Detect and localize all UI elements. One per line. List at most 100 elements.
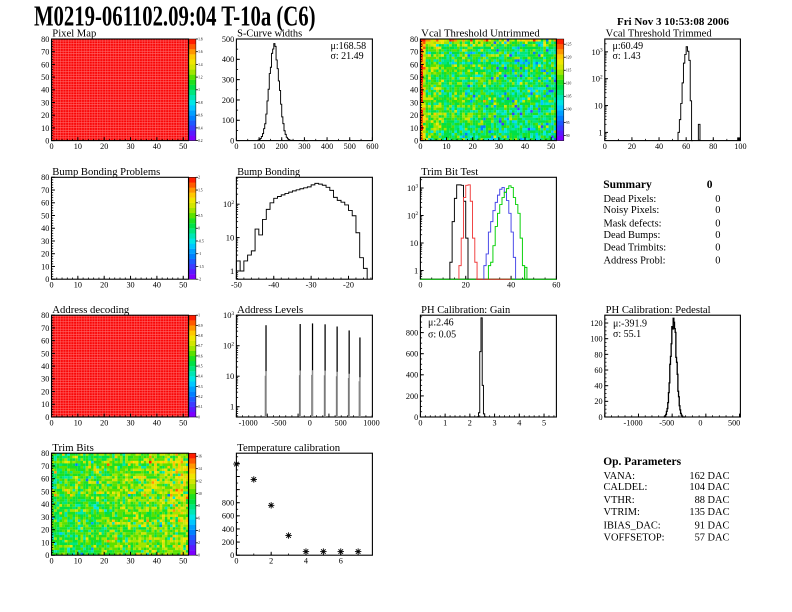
- svg-text:0.8: 0.8: [198, 334, 203, 338]
- svg-text:-1.5: -1.5: [198, 265, 204, 269]
- svg-text:0.2: 0.2: [198, 139, 203, 143]
- svg-text:20: 20: [100, 418, 108, 427]
- svg-text:800: 800: [406, 329, 418, 338]
- svg-text:0: 0: [599, 413, 603, 422]
- svg-text:80: 80: [594, 350, 602, 359]
- svg-text:500: 500: [222, 35, 234, 44]
- svg-text:1.5: 1.5: [198, 188, 203, 192]
- svg-text:VTHR:: VTHR:: [604, 495, 635, 506]
- svg-text:50: 50: [179, 281, 187, 290]
- svg-text:30: 30: [126, 557, 134, 566]
- svg-text:Trim Bit Test: Trim Bit Test: [421, 167, 478, 178]
- svg-text:Vcal Threshold Untrimmed: Vcal Threshold Untrimmed: [421, 29, 540, 40]
- svg-text:30: 30: [126, 418, 134, 427]
- svg-text:70: 70: [41, 48, 49, 57]
- svg-text:20: 20: [469, 142, 477, 151]
- svg-text:500: 500: [334, 419, 346, 428]
- svg-text:30: 30: [410, 98, 418, 107]
- svg-text:Trim Bits: Trim Bits: [52, 443, 94, 454]
- svg-text:1.4: 1.4: [198, 63, 203, 67]
- svg-text:100: 100: [734, 142, 746, 151]
- svg-text:Summary: Summary: [603, 179, 652, 191]
- svg-text:0: 0: [308, 419, 312, 428]
- svg-text:Mask defects:: Mask defects:: [604, 219, 662, 230]
- svg-text:Noisy Pixels:: Noisy Pixels:: [604, 205, 660, 216]
- svg-text:0: 0: [45, 275, 49, 284]
- svg-text:162 DAC: 162 DAC: [689, 471, 729, 482]
- svg-text:40: 40: [41, 362, 49, 371]
- svg-text:0.2: 0.2: [198, 395, 203, 399]
- svg-text:1: 1: [443, 418, 447, 427]
- svg-text:103: 103: [223, 310, 235, 320]
- svg-text:88 DAC: 88 DAC: [695, 495, 730, 506]
- svg-text:20: 20: [100, 281, 108, 290]
- svg-text:600: 600: [222, 512, 234, 521]
- svg-text:400: 400: [321, 142, 333, 151]
- svg-text:40: 40: [153, 281, 161, 290]
- svg-text:-20: -20: [343, 281, 354, 290]
- svg-text:102: 102: [223, 199, 235, 209]
- svg-text:30: 30: [126, 142, 134, 151]
- svg-text:Temperature calibration: Temperature calibration: [237, 443, 340, 454]
- svg-text:0: 0: [418, 418, 422, 427]
- svg-text:30: 30: [495, 142, 503, 151]
- svg-text:50: 50: [41, 487, 49, 496]
- svg-text:0.5: 0.5: [198, 214, 203, 218]
- svg-text:σ: 55.1: σ: 55.1: [613, 329, 641, 340]
- svg-text:102: 102: [223, 341, 235, 351]
- svg-text:0.4: 0.4: [198, 126, 203, 130]
- svg-text:2: 2: [198, 541, 200, 545]
- svg-text:0: 0: [698, 419, 702, 428]
- svg-text:30: 30: [126, 281, 134, 290]
- svg-text:40: 40: [594, 382, 602, 391]
- svg-text:8: 8: [198, 504, 200, 508]
- svg-text:0: 0: [715, 219, 720, 230]
- svg-text:0: 0: [230, 137, 234, 146]
- svg-text:-500: -500: [271, 419, 286, 428]
- svg-text:0: 0: [230, 551, 234, 560]
- svg-text:0: 0: [715, 256, 720, 267]
- svg-text:20: 20: [41, 250, 49, 259]
- svg-text:600: 600: [366, 142, 378, 151]
- svg-text:10: 10: [41, 400, 49, 409]
- svg-text:20: 20: [41, 526, 49, 535]
- svg-text:Bump Bonding: Bump Bonding: [237, 167, 300, 178]
- svg-text:0: 0: [49, 418, 53, 427]
- svg-text:-2: -2: [198, 278, 201, 282]
- svg-text:VANA:: VANA:: [604, 471, 636, 482]
- svg-text:0: 0: [418, 281, 422, 290]
- svg-text:2: 2: [468, 418, 472, 427]
- svg-text:600: 600: [406, 350, 418, 359]
- svg-text:60: 60: [552, 281, 560, 290]
- svg-text:40: 40: [41, 500, 49, 509]
- svg-text:1: 1: [198, 201, 200, 205]
- svg-text:80: 80: [709, 142, 717, 151]
- svg-text:1.2: 1.2: [198, 76, 203, 80]
- svg-text:20: 20: [41, 111, 49, 120]
- svg-text:4: 4: [304, 557, 308, 566]
- svg-text:VTRIM:: VTRIM:: [604, 507, 640, 518]
- svg-text:10: 10: [41, 538, 49, 547]
- svg-text:3: 3: [493, 418, 497, 427]
- svg-text:200: 200: [276, 142, 288, 151]
- svg-text:120: 120: [590, 319, 602, 328]
- svg-text:50: 50: [179, 418, 187, 427]
- svg-text:-1: -1: [198, 252, 201, 256]
- svg-text:10: 10: [410, 124, 418, 133]
- svg-text:0.8: 0.8: [198, 101, 203, 105]
- svg-text:104 DAC: 104 DAC: [689, 482, 729, 493]
- svg-text:20: 20: [100, 557, 108, 566]
- svg-text:PH Calibration: Pedestal: PH Calibration: Pedestal: [606, 305, 711, 316]
- svg-text:0: 0: [49, 281, 53, 290]
- svg-text:0.5: 0.5: [198, 365, 203, 369]
- svg-text:4: 4: [198, 529, 200, 533]
- svg-text:60: 60: [594, 366, 602, 375]
- svg-text:Fri Nov 3 10:53:08 2006: Fri Nov 3 10:53:08 2006: [617, 17, 729, 28]
- svg-text:30: 30: [41, 237, 49, 246]
- svg-text:40: 40: [521, 142, 529, 151]
- svg-text:20: 20: [462, 281, 470, 290]
- svg-text:0: 0: [715, 243, 720, 254]
- svg-text:40: 40: [153, 142, 161, 151]
- svg-text:1: 1: [198, 314, 200, 318]
- svg-text:0.6: 0.6: [198, 114, 203, 118]
